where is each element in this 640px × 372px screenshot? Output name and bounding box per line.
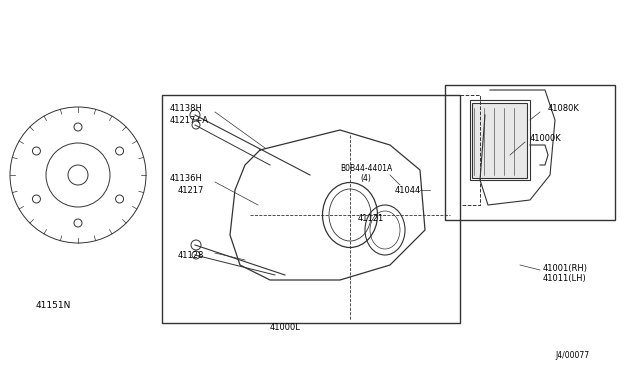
Text: 41000K: 41000K: [530, 134, 562, 142]
Text: 41151N: 41151N: [36, 301, 72, 310]
Text: 41128: 41128: [178, 251, 204, 260]
Bar: [162, 95, 460, 323]
Text: 41080K: 41080K: [548, 103, 580, 112]
Text: B0B44-4401A: B0B44-4401A: [340, 164, 392, 173]
Text: 41011(LH): 41011(LH): [543, 273, 587, 282]
Text: J4/00077: J4/00077: [556, 350, 590, 359]
Text: 41136H: 41136H: [170, 173, 203, 183]
Text: (4): (4): [360, 173, 371, 183]
Text: 41121: 41121: [358, 214, 384, 222]
Text: 41044: 41044: [395, 186, 421, 195]
Bar: [445, 85, 615, 220]
Text: 41001(RH): 41001(RH): [543, 263, 588, 273]
Bar: [472, 103, 527, 178]
Text: 41217: 41217: [178, 186, 204, 195]
Text: 41217+A: 41217+A: [170, 115, 209, 125]
Text: 41138H: 41138H: [170, 103, 203, 112]
Text: 41000L: 41000L: [269, 323, 300, 331]
